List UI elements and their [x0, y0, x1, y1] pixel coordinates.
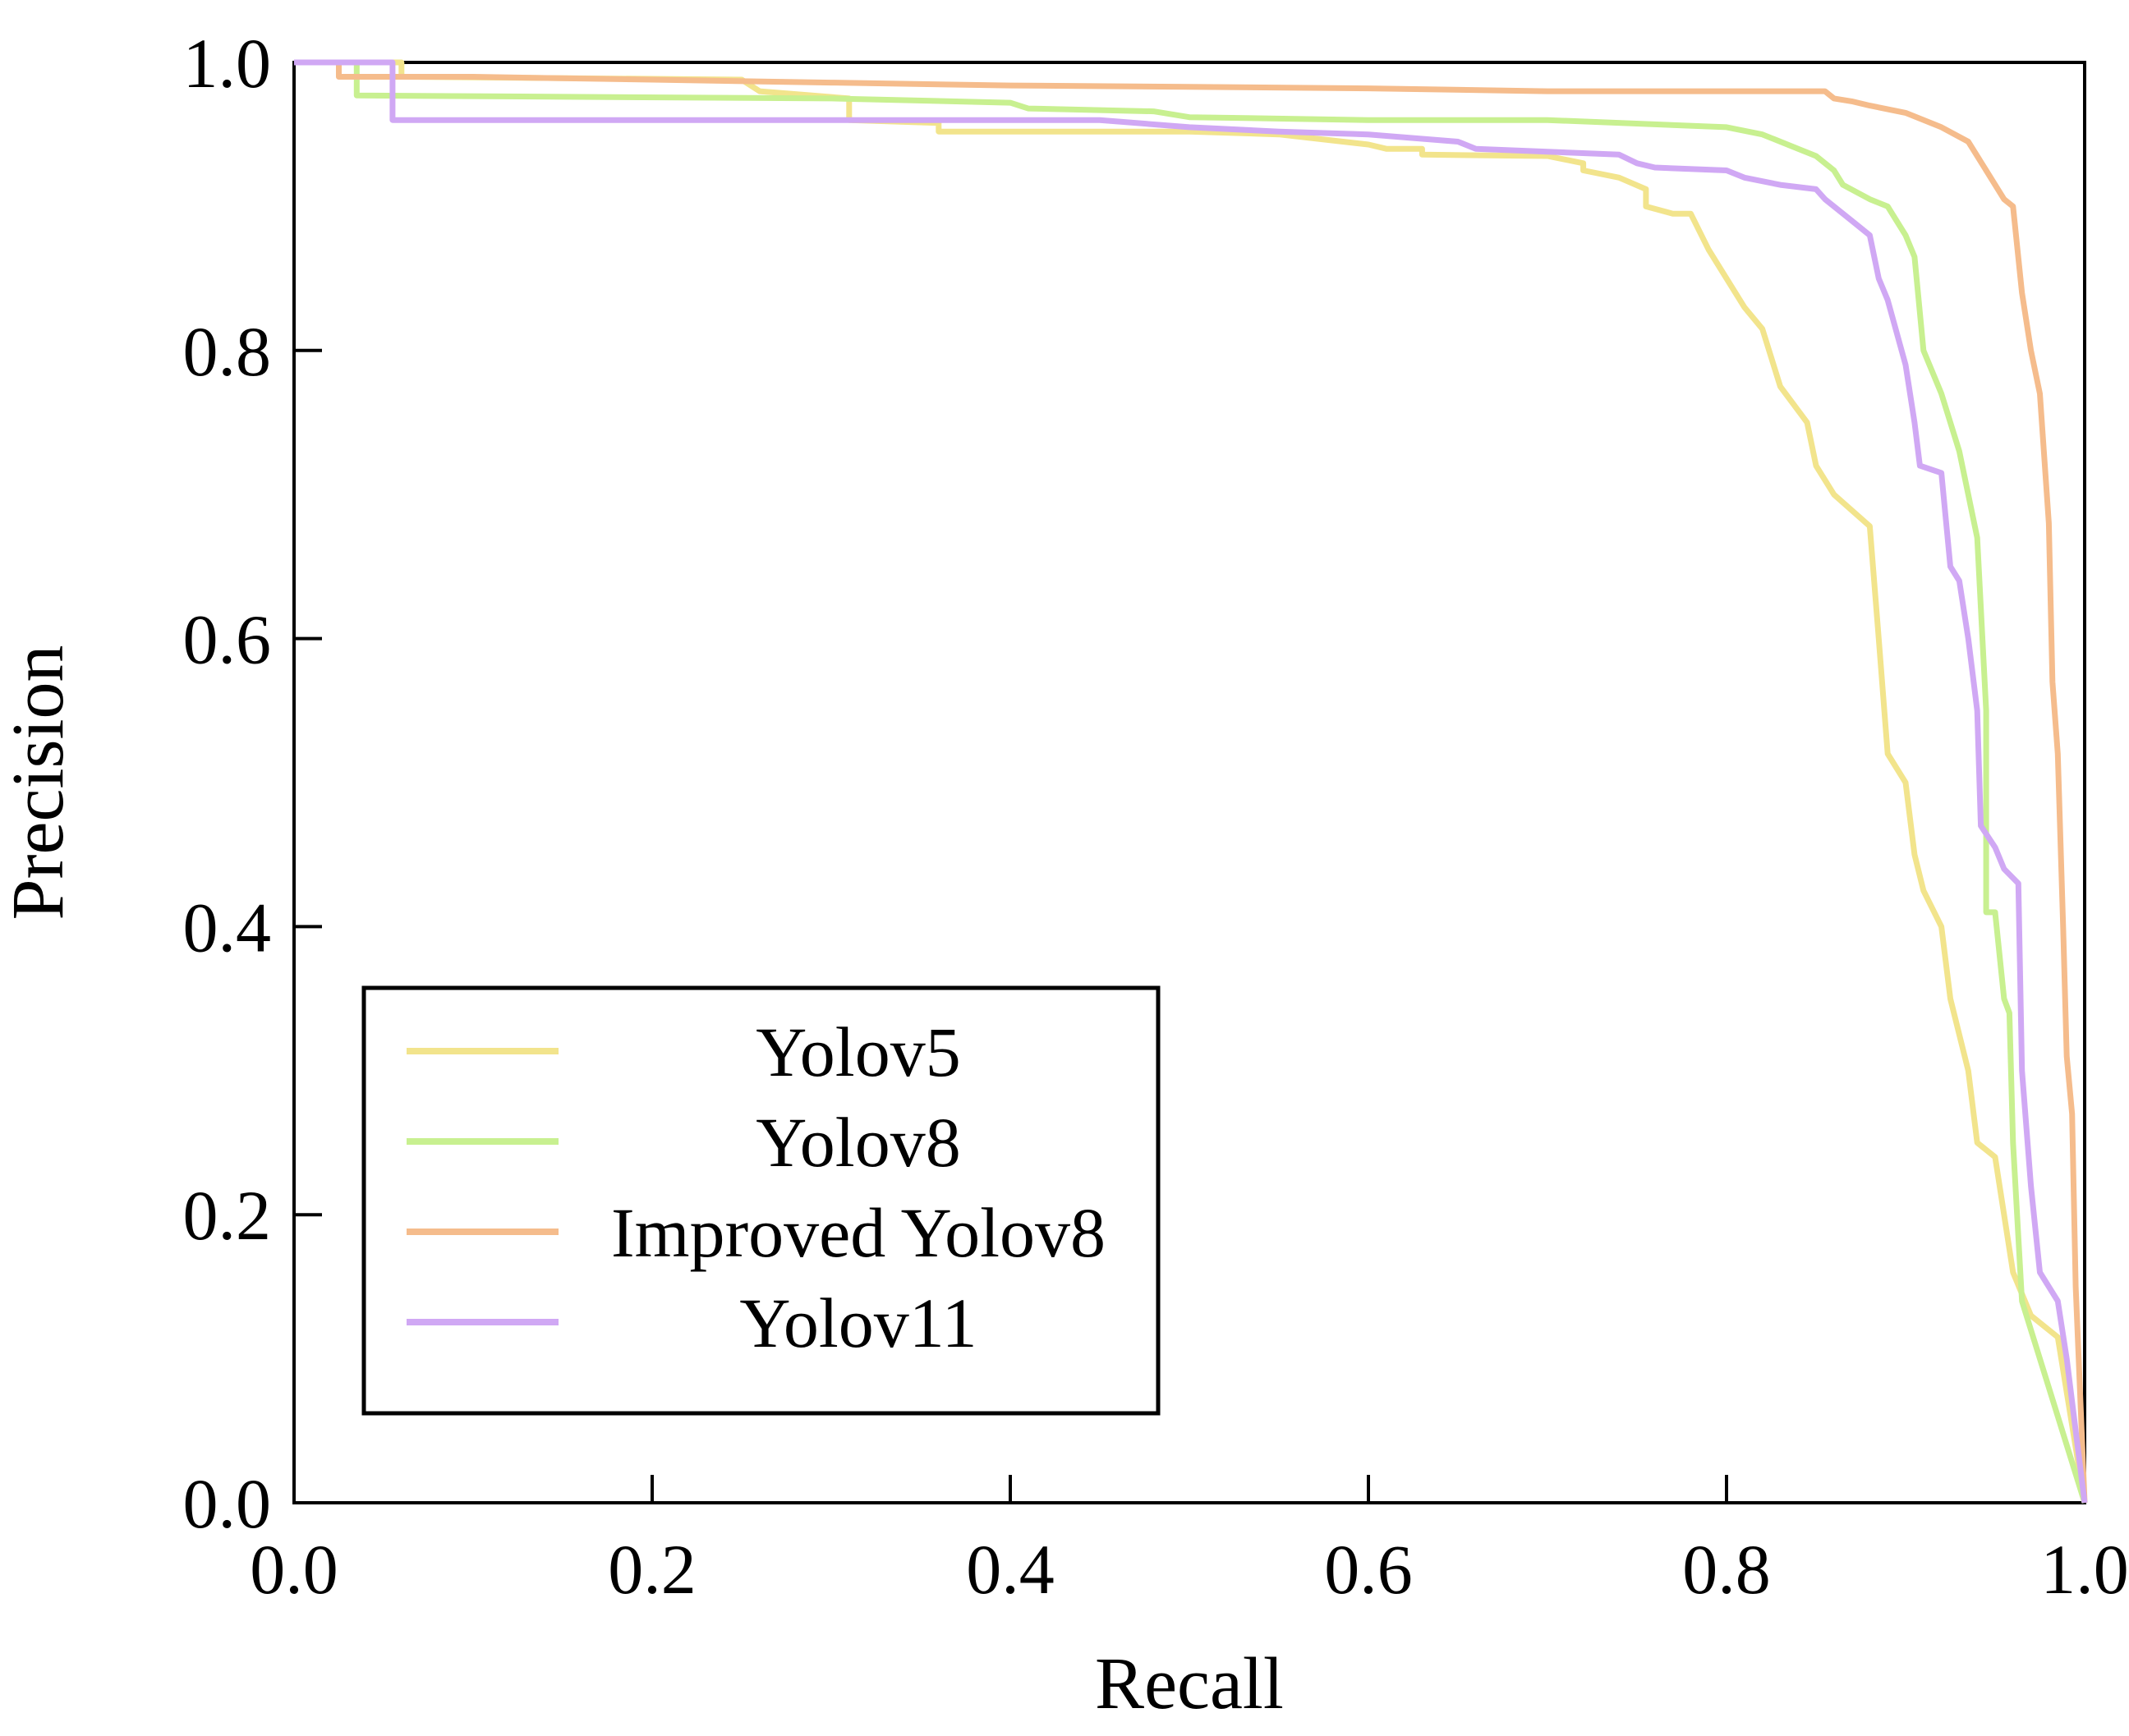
legend-label-yolov11: Yolov11: [739, 1284, 977, 1362]
y-tick-label: 0.2: [183, 1176, 272, 1255]
legend-label-improved-yolov8: Improved Yolov8: [611, 1193, 1106, 1272]
x-tick-label: 0.8: [1682, 1530, 1771, 1609]
series-line-yolov11: [294, 59, 2088, 1504]
x-tick-label: 0.0: [250, 1530, 338, 1609]
series-line-yolov5: [294, 59, 2088, 1504]
series-line-improved-yolov8: [294, 59, 2088, 1504]
series-group: [294, 59, 2088, 1504]
x-tick-label: 0.4: [966, 1530, 1055, 1609]
x-tick-label: 0.6: [1324, 1530, 1413, 1609]
x-axis-ticks: 0.0 0.2 0.4 0.6 0.8 1.0: [250, 1475, 2129, 1609]
y-tick-label: 0.4: [183, 888, 272, 967]
x-axis-title: Recall: [1095, 1643, 1284, 1725]
plot-frame: [292, 61, 2086, 1504]
y-axis-ticks: 0.0 0.2 0.4 0.6 0.8 1.0: [183, 24, 322, 1543]
y-axis-title: Precision: [0, 645, 79, 921]
legend-box: [361, 985, 1161, 1416]
x-tick-label: 0.2: [608, 1530, 697, 1609]
legend: Yolov5 Yolov8 Improved Yolov8 Yolov11: [361, 985, 1161, 1416]
series-line-yolov8: [294, 59, 2088, 1504]
y-tick-label: 0.6: [183, 600, 272, 679]
y-tick-label: 1.0: [183, 24, 272, 103]
legend-label-yolov8: Yolov8: [756, 1103, 960, 1182]
y-tick-label: 0.8: [183, 312, 272, 391]
y-tick-label: 0.0: [183, 1464, 272, 1543]
legend-label-yolov5: Yolov5: [756, 1013, 960, 1091]
x-tick-label: 1.0: [2040, 1530, 2129, 1609]
